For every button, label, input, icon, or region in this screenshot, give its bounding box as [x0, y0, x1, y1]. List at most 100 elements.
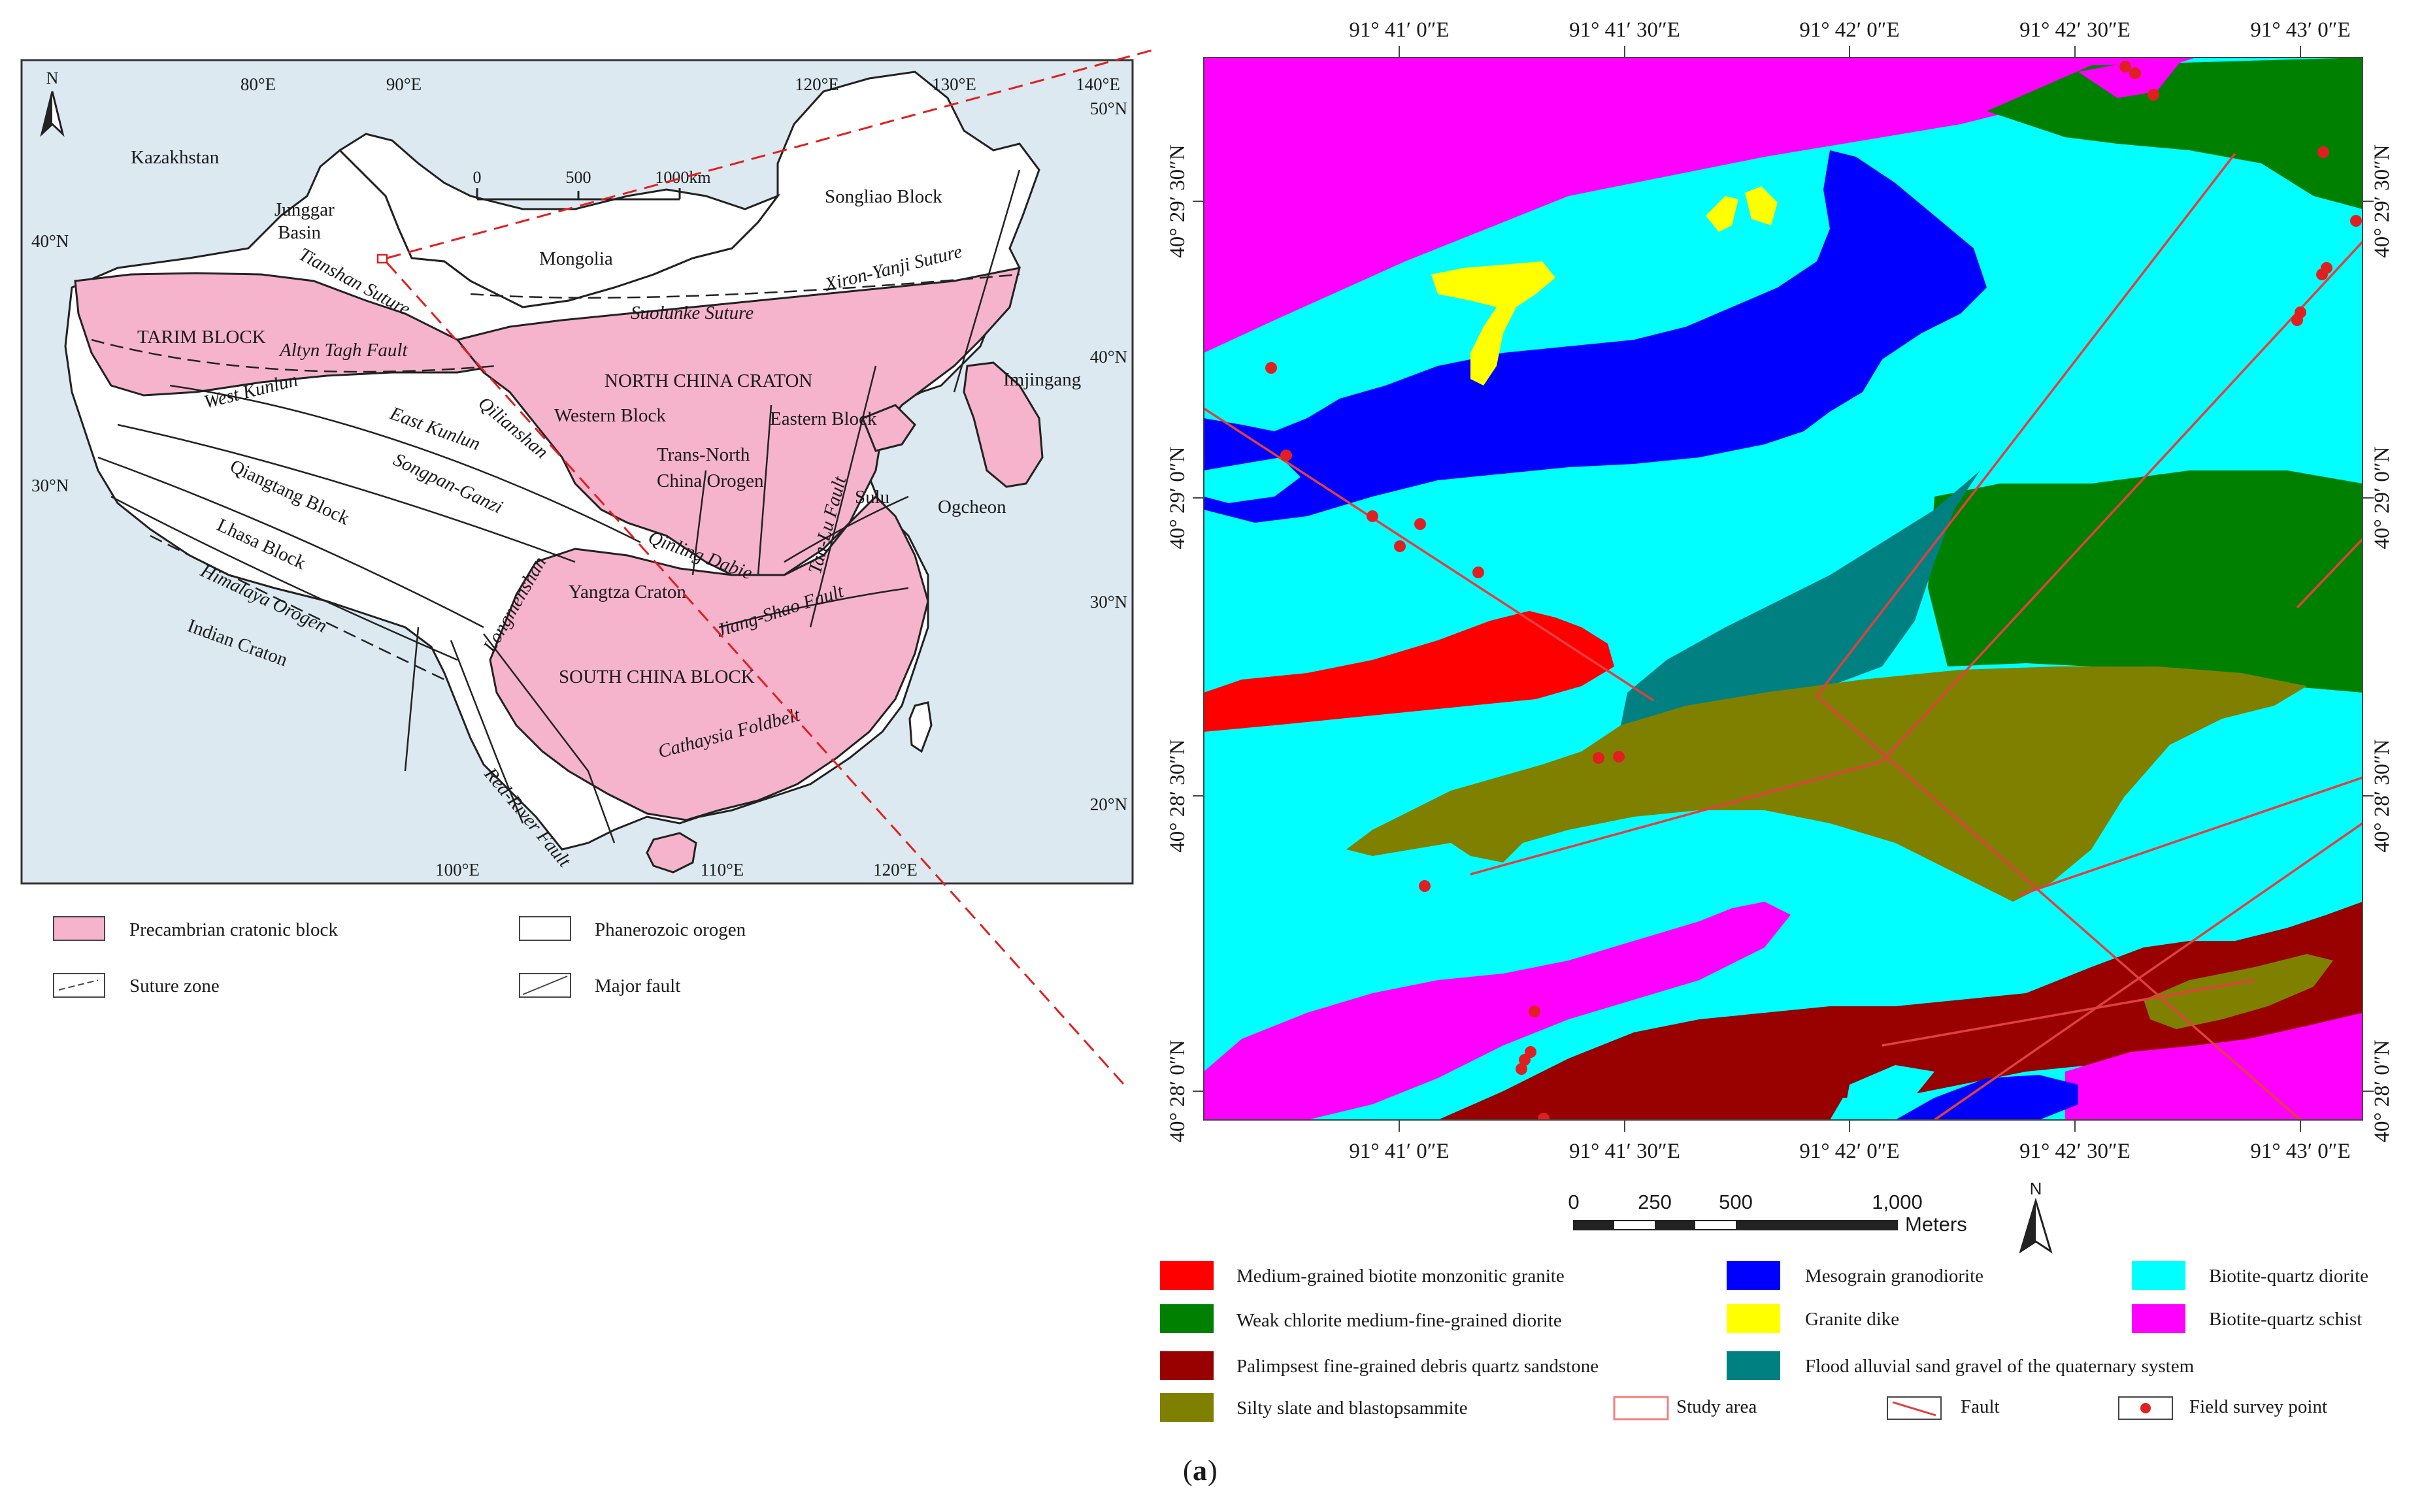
- unit-alluvial: [1621, 470, 1980, 725]
- legend-label: Phanerozoic orogen: [595, 919, 746, 940]
- lat-tick-left: 40° 29′ 30″N: [1166, 144, 1189, 258]
- caption-open-paren: (: [1183, 1454, 1193, 1487]
- legend-swatch-craton: [53, 916, 105, 941]
- legend-swatch: [2132, 1304, 2185, 1333]
- legend-label: Medium-grained biotite monzonitic granit…: [1236, 1266, 1565, 1287]
- geo-tick-marks: [1193, 46, 2374, 1132]
- geo-map: 91° 41′ 0″E 91° 41′ 30″E 91° 42′ 0″E 91°…: [1166, 18, 2394, 1163]
- lat-tick-left: 40° 29′ 0″N: [1166, 446, 1189, 549]
- field-survey-points: [1265, 61, 2362, 1120]
- inset-lon-tick: 100°E: [435, 860, 480, 879]
- inset-legend: Precambrian cratonic block Phanerozoic o…: [53, 916, 746, 998]
- scale-label: 250: [1638, 1191, 1672, 1213]
- label-ogcheon: Ogcheon: [938, 497, 1006, 518]
- label-mongolia: Mongolia: [539, 248, 613, 269]
- geo-frame: [1203, 57, 2363, 1121]
- inset-lon-tick: 80°E: [241, 74, 276, 94]
- suture-lines: [91, 169, 1021, 844]
- unit-granite-dike: [1706, 196, 1738, 232]
- unit-schist-top: [1204, 58, 2196, 353]
- inset-lat-tick: 40°N: [1090, 347, 1127, 367]
- fault-lines: [1204, 152, 2363, 1120]
- label-imjingang: Imjingang: [1003, 369, 1081, 390]
- legend-label: Granite dike: [1805, 1309, 1899, 1330]
- scale-label: 1,000: [1872, 1191, 1923, 1213]
- lat-tick-right: 40° 29′ 30″N: [2370, 144, 2394, 258]
- label-songliao: Songliao Block: [825, 186, 942, 207]
- label-tarim: TARIM BLOCK: [137, 327, 266, 348]
- unit-schist-bottom: [1204, 902, 1791, 1120]
- legend-label: Fault: [1961, 1396, 2000, 1417]
- label-trans-north: Trans-North: [657, 444, 750, 465]
- geo-lon-ticks: 91° 41′ 0″E 91° 41′ 30″E 91° 42′ 0″E 91°…: [1349, 18, 2350, 1163]
- unit-granite-dike: [1431, 261, 1555, 386]
- unit-diorite-cut: [1843, 1065, 1934, 1120]
- label-western-block: Western Block: [554, 405, 666, 426]
- label-north-china: NORTH CHINA CRATON: [605, 370, 812, 391]
- svg-text:N: N: [2030, 1179, 2042, 1198]
- scale-label: 0: [1568, 1191, 1579, 1213]
- legend-label: Biotite-quartz schist: [2209, 1309, 2362, 1330]
- inset-tick-labels: 80°E 90°E 120°E 130°E 140°E 100°E 110°E …: [31, 74, 1127, 879]
- legend-label: Mesograin granodiorite: [1805, 1266, 1983, 1287]
- lon-tick-bottom: 91° 41′ 30″E: [1569, 1140, 1680, 1163]
- shandong-peninsula: [861, 404, 916, 452]
- inset-scale-label: 0: [473, 168, 482, 187]
- lon-tick-bottom: 91° 43′ 0″E: [2250, 1140, 2350, 1163]
- tarim-block: [74, 272, 499, 397]
- legend-label: Major fault: [595, 976, 680, 996]
- label-south-china: SOUTH CHINA BLOCK: [559, 666, 755, 687]
- legend-swatch: [1160, 1393, 1214, 1422]
- legend-label: Field survey point: [2189, 1396, 2327, 1417]
- label-altyn: Altyn Tagh Fault: [278, 340, 408, 361]
- legend-swatch: [1160, 1261, 1214, 1290]
- unit-granite-dike: [1745, 186, 1778, 225]
- inset-lon-tick: 130°E: [932, 74, 976, 94]
- inset-lon-tick: 120°E: [795, 74, 839, 94]
- hainan-island: [646, 832, 697, 874]
- caption-letter: a: [1193, 1454, 1207, 1487]
- lon-tick-top: 91° 41′ 30″E: [1569, 18, 1680, 42]
- inset-lat-tick: 40°N: [31, 231, 69, 251]
- legend-label: Suture zone: [129, 976, 220, 996]
- legend-swatch: [2132, 1261, 2185, 1290]
- inset-lat-tick: 30°N: [31, 476, 69, 495]
- unit-chlorite-mid: [1928, 470, 2363, 693]
- lat-tick-left: 40° 28′ 0″N: [1166, 1040, 1189, 1142]
- legend-swatch-orogen: [519, 916, 571, 941]
- south-china-block: [489, 495, 929, 821]
- lat-tick-right: 40° 29′ 0″N: [2370, 446, 2394, 549]
- legend-label: Weak chlorite medium-fine-grained diorit…: [1236, 1310, 1562, 1331]
- unit-schist-notch: [2078, 59, 2183, 98]
- inset-lon-tick: 90°E: [386, 74, 422, 94]
- label-suolunke: Suolunke Suture: [631, 303, 754, 323]
- lon-tick-bottom: 91° 42′ 0″E: [1799, 1140, 1899, 1163]
- lon-tick-top: 91° 42′ 0″E: [1799, 18, 1899, 42]
- inset-lat-tick: 50°N: [1090, 99, 1127, 118]
- inset-scale-label: 1000km: [655, 168, 710, 187]
- figure-caption: ( a ): [1183, 1454, 1218, 1487]
- legend-label: Precambrian cratonic block: [129, 919, 338, 940]
- inset-lon-tick: 140°E: [1076, 74, 1120, 94]
- unit-silty-slate-lens: [2144, 954, 2333, 1029]
- unit-chlorite-top: [1987, 58, 2363, 209]
- label-yangtza: Yangtza Craton: [569, 582, 686, 602]
- unit-sandstone: [1438, 902, 2363, 1120]
- label-basin: Basin: [278, 222, 322, 243]
- scale-label: 500: [1719, 1191, 1753, 1213]
- unit-granodiorite: [1204, 150, 1987, 523]
- legend-swatch: [1727, 1261, 1780, 1290]
- lon-tick-bottom: 91° 41′ 0″E: [1349, 1140, 1449, 1163]
- legend-label: Palimpsest fine-grained debris quartz sa…: [1236, 1356, 1599, 1377]
- svg-text:N: N: [46, 69, 59, 88]
- connector-lines: [386, 48, 1157, 1086]
- taiwan-island: [908, 701, 933, 753]
- legend-swatch: [1727, 1351, 1780, 1380]
- inset-scale-bar: 0 500 1000km: [473, 168, 711, 201]
- lon-tick-top: 91° 42′ 30″E: [2019, 18, 2131, 42]
- lat-tick-right: 40° 28′ 30″N: [2370, 739, 2394, 853]
- geo-lat-ticks: 40° 29′ 30″N 40° 29′ 0″N 40° 28′ 30″N 40…: [1166, 144, 2394, 1142]
- legend-swatch: [1160, 1304, 1214, 1333]
